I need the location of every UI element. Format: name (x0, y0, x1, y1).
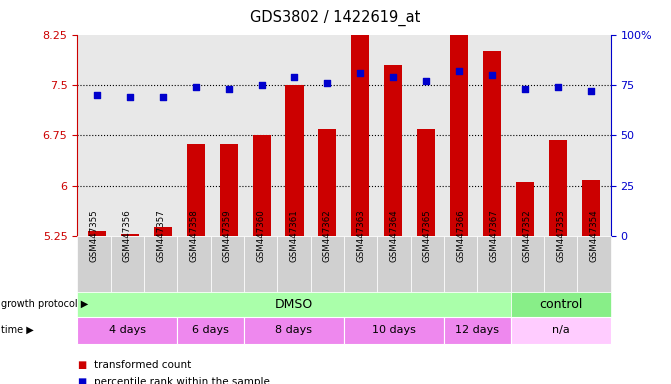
Bar (219, 144, 238, 236)
Text: GSM447363: GSM447363 (356, 209, 365, 262)
Text: 10 days: 10 days (372, 325, 416, 335)
Text: GSM447367: GSM447367 (489, 209, 499, 262)
Text: GSM447355: GSM447355 (89, 209, 99, 262)
Bar (483, 51, 501, 236)
Text: growth protocol ▶: growth protocol ▶ (1, 299, 88, 310)
Text: GSM447357: GSM447357 (156, 209, 165, 262)
Bar (252, 136, 270, 236)
Text: GSM447360: GSM447360 (256, 209, 265, 262)
Text: GSM447366: GSM447366 (456, 209, 465, 262)
Point (91, 92, 102, 98)
Point (388, 74, 399, 80)
Bar (121, 234, 139, 236)
Text: GSM447353: GSM447353 (556, 209, 565, 262)
Text: DMSO: DMSO (274, 298, 313, 311)
Point (421, 78, 431, 84)
Bar (384, 65, 403, 236)
Point (486, 72, 497, 78)
Point (256, 82, 267, 88)
Text: transformed count: transformed count (94, 360, 191, 370)
Point (125, 94, 136, 100)
Text: control: control (539, 298, 582, 311)
Text: GSM447364: GSM447364 (389, 209, 399, 262)
Text: 4 days: 4 days (109, 325, 146, 335)
Point (454, 68, 464, 74)
Bar (154, 227, 172, 236)
Text: GSM447354: GSM447354 (589, 209, 599, 262)
Bar (417, 129, 435, 236)
Text: GSM447356: GSM447356 (123, 209, 132, 262)
Point (586, 88, 597, 94)
Point (355, 70, 366, 76)
Text: percentile rank within the sample: percentile rank within the sample (94, 377, 270, 384)
Text: 6 days: 6 days (192, 325, 229, 335)
Point (289, 74, 300, 80)
Text: GSM447361: GSM447361 (289, 209, 299, 262)
Text: GSM447365: GSM447365 (423, 209, 431, 262)
Point (158, 94, 168, 100)
Bar (352, 15, 370, 236)
Point (223, 86, 234, 92)
Point (191, 84, 201, 90)
Bar (318, 129, 336, 236)
Text: time ▶: time ▶ (1, 325, 34, 335)
Text: GDS3802 / 1422619_at: GDS3802 / 1422619_at (250, 10, 421, 26)
Bar (187, 144, 205, 236)
Point (552, 84, 563, 90)
Text: 12 days: 12 days (455, 325, 499, 335)
Text: GSM447358: GSM447358 (189, 209, 199, 262)
Bar (285, 85, 303, 236)
Point (519, 86, 530, 92)
Text: GSM447352: GSM447352 (523, 209, 531, 262)
Point (322, 80, 333, 86)
Bar (516, 182, 534, 236)
Bar (88, 232, 106, 236)
Text: GSM447362: GSM447362 (323, 209, 331, 262)
Text: ■: ■ (77, 360, 87, 370)
Text: ■: ■ (77, 377, 87, 384)
Text: n/a: n/a (552, 325, 570, 335)
Bar (549, 140, 567, 236)
Text: 8 days: 8 days (275, 325, 313, 335)
Text: GSM447359: GSM447359 (223, 209, 231, 262)
Bar (450, 31, 468, 236)
Bar (582, 180, 600, 236)
